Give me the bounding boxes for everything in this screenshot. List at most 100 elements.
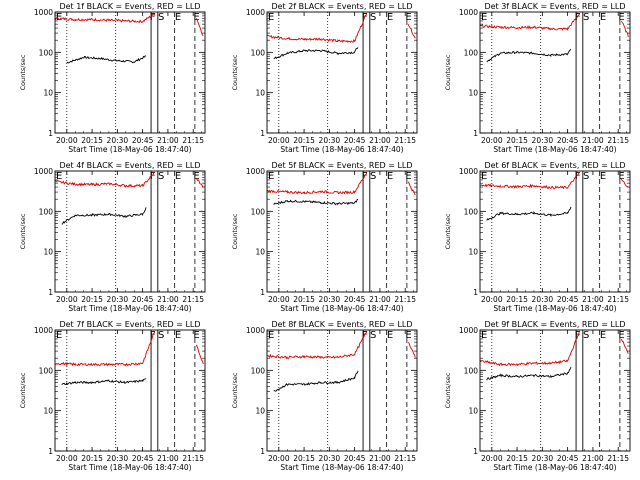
panel-3: Det 3f BLACK = Events, RED = LLD Counts/s…	[444, 2, 631, 154]
x-tick-label: 21:00	[369, 136, 391, 145]
x-axis-label: Start Time (18-May-06 18:47:40)	[493, 145, 616, 154]
y-axis-label: Counts/sec	[19, 372, 27, 408]
x-tick-label: 20:00	[268, 295, 290, 304]
y-tick-label: 10	[468, 248, 478, 257]
y-tick-label: 1	[260, 447, 265, 456]
y-tick-label: 100	[39, 366, 54, 375]
marker-label: E	[405, 330, 411, 341]
x-tick-label: 20:15	[81, 454, 103, 463]
x-tick-label: 20:45	[132, 454, 154, 463]
marker-label: E	[193, 12, 199, 23]
x-tick-label: 20:45	[344, 295, 366, 304]
marker-label: E	[618, 12, 624, 23]
x-tick-label: 20:30	[532, 454, 554, 463]
x-axis-label: Start Time (18-May-06 18:47:40)	[280, 463, 403, 472]
x-tick-label: 21:15	[182, 454, 204, 463]
x-tick-label: 21:00	[369, 295, 391, 304]
y-axis-label: Counts/sec	[444, 372, 452, 408]
x-tick-label: 20:30	[107, 454, 129, 463]
y-tick-label: 100	[39, 48, 54, 57]
marker-label: E	[387, 12, 393, 23]
lld-series-line	[266, 13, 416, 44]
x-tick-label: 20:45	[344, 136, 366, 145]
marker-label: S	[370, 330, 376, 341]
x-tick-label: 20:45	[557, 136, 579, 145]
x-tick-label: 20:15	[293, 295, 315, 304]
y-tick-label: 1	[260, 129, 265, 138]
y-tick-label: 10	[468, 89, 478, 98]
x-tick-label: 20:00	[481, 136, 503, 145]
events-series-line	[486, 206, 572, 221]
events-series-line	[273, 47, 359, 60]
panel-8: Det 8f BLACK = Events, RED = LLD Counts/s…	[231, 320, 418, 472]
x-tick-label: 21:00	[369, 454, 391, 463]
lld-series-line	[266, 172, 416, 196]
x-tick-label: 20:30	[319, 295, 341, 304]
x-tick-label: 20:15	[81, 295, 103, 304]
y-tick-label: 10	[43, 407, 53, 416]
x-axis-label: Start Time (18-May-06 18:47:40)	[493, 304, 616, 313]
y-axis-label: Counts/sec	[231, 54, 239, 90]
y-tick-label: 100	[39, 207, 54, 216]
y-tick-label: 1000	[246, 326, 265, 335]
marker-label: E	[193, 171, 199, 182]
x-tick-label: 20:45	[557, 454, 579, 463]
y-axis-label: Counts/sec	[231, 213, 239, 249]
y-tick-label: 100	[251, 366, 266, 375]
marker-label: S	[370, 12, 376, 23]
x-tick-label: 20:00	[56, 454, 78, 463]
events-series-line	[486, 48, 572, 63]
x-tick-label: 20:45	[132, 295, 154, 304]
y-tick-label: 1000	[246, 8, 265, 17]
events-series-line	[66, 55, 147, 64]
y-tick-label: 1000	[34, 8, 53, 17]
marker-label: S	[583, 171, 589, 182]
marker-label: E	[175, 171, 181, 182]
lld-series-line	[266, 331, 416, 360]
y-axis-label: Counts/sec	[19, 213, 27, 249]
y-tick-label: 10	[43, 89, 53, 98]
marker-label: E	[600, 171, 606, 182]
plot-frame	[54, 329, 206, 452]
marker-label: E	[175, 12, 181, 23]
x-tick-label: 21:15	[394, 136, 416, 145]
panel-4: Det 4f BLACK = Events, RED = LLD Counts/s…	[19, 161, 206, 313]
marker-label: E	[618, 171, 624, 182]
x-axis-label: Start Time (18-May-06 18:47:40)	[493, 463, 616, 472]
plot-frame	[266, 329, 418, 452]
x-tick-label: 20:00	[56, 295, 78, 304]
y-axis-label: Counts/sec	[231, 372, 239, 408]
events-series-line	[273, 199, 359, 206]
x-tick-label: 21:00	[157, 136, 179, 145]
y-tick-label: 10	[255, 89, 265, 98]
panel-title: Det 7f BLACK = Events, RED = LLD	[59, 320, 200, 329]
x-tick-label: 20:30	[107, 295, 129, 304]
marker-label: F	[575, 171, 581, 182]
panel-6: Det 6f BLACK = Events, RED = LLD Counts/s…	[444, 161, 631, 313]
x-axis-label: Start Time (18-May-06 18:47:40)	[68, 463, 191, 472]
x-tick-label: 20:30	[319, 136, 341, 145]
marker-label: E	[481, 171, 487, 182]
y-tick-label: 1000	[246, 167, 265, 176]
x-tick-label: 20:00	[268, 136, 290, 145]
x-axis-label: Start Time (18-May-06 18:47:40)	[280, 145, 403, 154]
plot-frame	[479, 170, 631, 293]
x-tick-label: 20:15	[293, 454, 315, 463]
panel-title: Det 5f BLACK = Events, RED = LLD	[271, 161, 412, 170]
y-axis-label: Counts/sec	[19, 54, 27, 90]
y-tick-label: 1000	[459, 8, 478, 17]
y-axis-label: Counts/sec	[444, 54, 452, 90]
marker-label: S	[583, 330, 589, 341]
x-tick-label: 21:00	[582, 295, 604, 304]
plot-frame	[54, 11, 206, 134]
marker-label: S	[583, 12, 589, 23]
plot-frame	[266, 11, 418, 134]
y-tick-label: 1	[48, 129, 53, 138]
x-axis-label: Start Time (18-May-06 18:47:40)	[68, 304, 191, 313]
marker-label: E	[387, 330, 393, 341]
marker-label: E	[56, 330, 62, 341]
lld-series-line	[479, 171, 629, 190]
panel-title: Det 1f BLACK = Events, RED = LLD	[59, 2, 200, 11]
x-tick-label: 20:00	[268, 454, 290, 463]
marker-label: S	[158, 171, 164, 182]
